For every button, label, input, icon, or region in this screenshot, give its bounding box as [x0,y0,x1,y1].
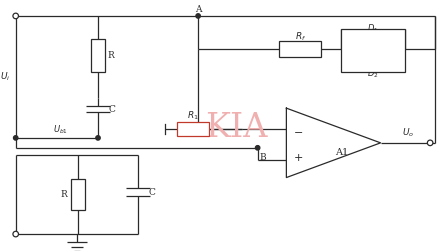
Text: $R_f$: $R_f$ [295,30,306,43]
Text: $D_2$: $D_2$ [368,67,379,80]
Circle shape [13,13,18,19]
Circle shape [196,14,200,18]
Bar [71,179,85,210]
Text: $U_{b1}$: $U_{b1}$ [53,124,68,136]
Circle shape [427,140,433,146]
Circle shape [13,136,18,140]
Text: $U_o$: $U_o$ [402,127,414,139]
Text: A: A [195,5,202,14]
Bar [280,41,321,57]
Bar [341,29,405,73]
Text: $D_1$: $D_1$ [368,23,379,35]
Circle shape [256,146,260,150]
Bar [91,39,105,73]
Text: A1: A1 [335,148,348,157]
Text: KIA: KIA [206,112,268,144]
Text: C: C [148,188,155,197]
Text: −: − [293,128,303,138]
Text: R: R [107,51,114,60]
Text: $R_1$: $R_1$ [187,110,199,122]
Text: +: + [293,153,303,163]
Text: R: R [61,190,68,199]
Circle shape [13,231,18,237]
Bar [178,122,209,136]
Text: $U_i$: $U_i$ [0,71,11,83]
Circle shape [96,136,100,140]
Text: B: B [259,153,266,162]
Text: C: C [108,105,116,114]
